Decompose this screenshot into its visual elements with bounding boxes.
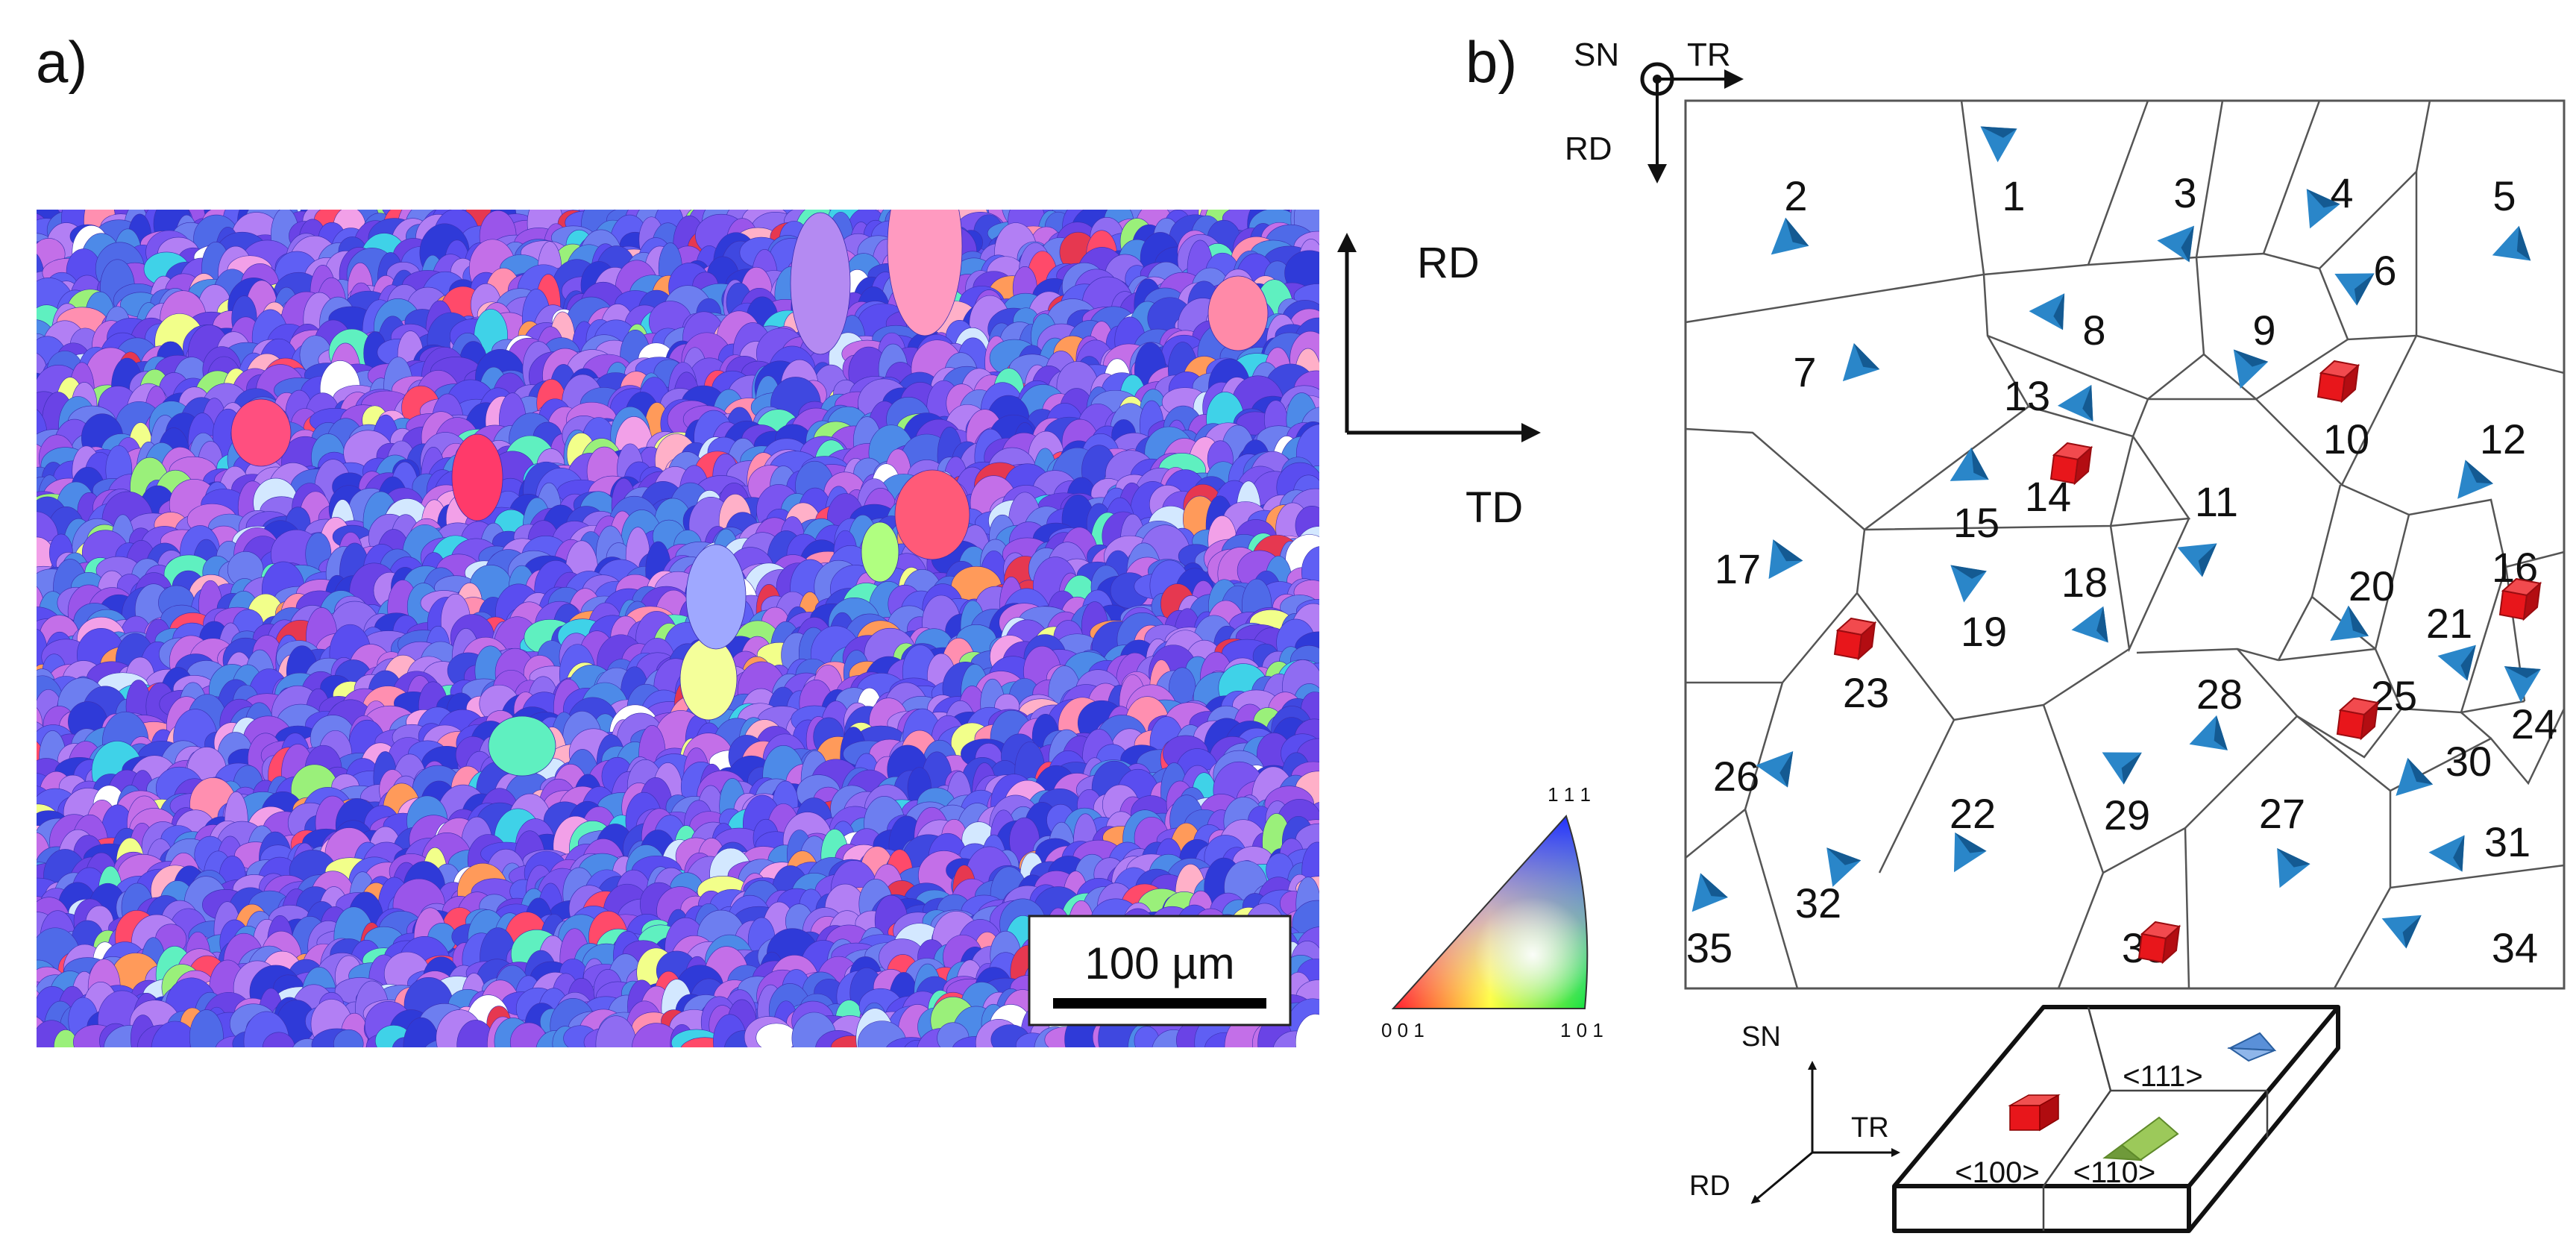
- grain-label-22: 22: [1950, 790, 1996, 837]
- ebsd-grain: [861, 521, 899, 583]
- ipf-label-001: 0 0 1: [1381, 1019, 1424, 1041]
- corner-axis-rd: RD: [1565, 131, 1612, 167]
- grain-label-19: 19: [1961, 608, 2007, 655]
- ebsd-orientation-map: [36, 209, 1320, 1048]
- ebsd-grain: [333, 1029, 364, 1048]
- grain-label-11: 11: [2195, 478, 2238, 525]
- panel-a-label: a): [36, 29, 88, 95]
- ebsd-grain: [685, 544, 747, 650]
- grain-label-18: 18: [2061, 559, 2108, 606]
- grain-label-7: 7: [1793, 348, 1816, 395]
- ebsd-grain: [1295, 1014, 1320, 1048]
- grain-label-35: 35: [1686, 924, 1732, 971]
- grain-label-13: 13: [2004, 372, 2050, 419]
- grain-label-17: 17: [1715, 545, 1761, 592]
- ebsd-grain: [595, 1015, 637, 1048]
- legend-label-110: <110>: [2073, 1156, 2156, 1189]
- ipf-label-111: 1 1 1: [1548, 783, 1591, 806]
- grain-label-6: 6: [2373, 247, 2396, 294]
- ipf-label-101: 1 0 1: [1560, 1019, 1603, 1041]
- grain-label-21: 21: [2426, 600, 2472, 647]
- panel-b-label: b): [1466, 29, 1518, 95]
- ebsd-grain: [679, 637, 738, 721]
- panel-a-axes: RD TD: [1337, 233, 1541, 532]
- grain-label-5: 5: [2492, 172, 2516, 219]
- grain-label-23: 23: [1843, 669, 1889, 716]
- axis-label-rd: RD: [1417, 239, 1480, 287]
- corner-axis-tr: TR: [1687, 37, 1731, 73]
- grain-label-25: 25: [2371, 672, 2417, 719]
- ebsd-grain: [1207, 275, 1269, 351]
- corner-axis-sn: SN: [1574, 37, 1619, 73]
- grain-label-9: 9: [2252, 307, 2275, 354]
- grain-label-20: 20: [2349, 562, 2395, 609]
- grain-label-26: 26: [1713, 753, 1759, 800]
- ebsd-grain: [488, 715, 556, 777]
- grain-label-34: 34: [2492, 924, 2538, 971]
- axis-label-td: TD: [1466, 483, 1523, 532]
- grain-label-2: 2: [1784, 172, 1807, 219]
- grain-label-24: 24: [2511, 700, 2557, 747]
- ebsd-grain: [887, 209, 963, 336]
- grain-label-32: 32: [1795, 880, 1841, 927]
- grain-label-31: 31: [2484, 818, 2531, 865]
- legend-label-111: <111>: [2123, 1060, 2203, 1093]
- ebsd-grain: [451, 433, 503, 521]
- ebsd-grain: [790, 212, 851, 355]
- grain-label-10: 10: [2323, 416, 2369, 463]
- orientation-legend: SN TR RD <111> <100> <110>: [1689, 1005, 2340, 1233]
- grain-label-27: 27: [2259, 790, 2305, 837]
- grain-label-12: 12: [2480, 416, 2526, 463]
- ebsd-grain: [894, 469, 970, 560]
- grain-label-3: 3: [2173, 169, 2196, 216]
- legend-label-100: <100>: [1955, 1156, 2039, 1189]
- legend-axis-tr: TR: [1851, 1112, 1889, 1144]
- grain-label-28: 28: [2196, 671, 2243, 718]
- legend-axis-rd: RD: [1689, 1170, 1730, 1202]
- scale-bar-label: 100 µm: [1084, 938, 1234, 988]
- ebsd-grain: [189, 1009, 224, 1048]
- grain-label-1: 1: [2002, 172, 2025, 219]
- grain-label-4: 4: [2330, 169, 2353, 216]
- grain-label-8: 8: [2082, 307, 2105, 354]
- grain-label-15: 15: [1953, 499, 1999, 546]
- scale-bar: 100 µm: [1028, 915, 1292, 1026]
- ebsd-grain: [230, 398, 292, 467]
- ipf-color-key: 1 1 1 0 0 1 1 0 1: [1381, 783, 1603, 1041]
- grain-label-30: 30: [2445, 738, 2492, 785]
- legend-axis-sn: SN: [1741, 1021, 1781, 1053]
- grain-label-29: 29: [2104, 791, 2150, 838]
